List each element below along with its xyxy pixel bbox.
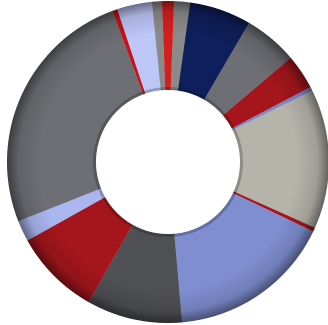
donut-hole [96, 90, 240, 234]
